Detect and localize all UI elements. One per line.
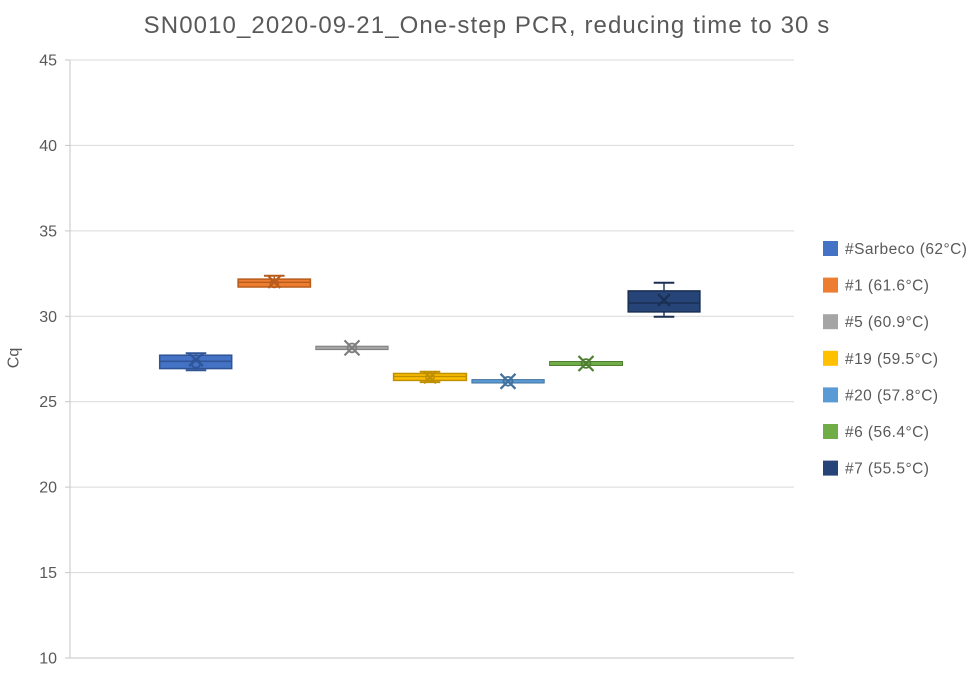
svg-text:#5 (60.9°C): #5 (60.9°C) [845, 314, 929, 331]
svg-text:20: 20 [39, 480, 57, 497]
svg-text:30: 30 [39, 309, 57, 326]
svg-text:35: 35 [39, 223, 57, 240]
svg-text:#7 (55.5°C): #7 (55.5°C) [845, 461, 929, 478]
svg-text:40: 40 [39, 138, 57, 155]
svg-text:15: 15 [39, 565, 57, 582]
svg-text:#6 (56.4°C): #6 (56.4°C) [845, 424, 929, 441]
svg-text:45: 45 [39, 53, 57, 70]
svg-text:Cq: Cq [6, 348, 23, 368]
svg-text:#20 (57.8°C): #20 (57.8°C) [845, 387, 938, 404]
svg-text:25: 25 [39, 394, 57, 411]
svg-text:#1 (61.6°C): #1 (61.6°C) [845, 278, 929, 295]
svg-text:#19 (59.5°C): #19 (59.5°C) [845, 351, 938, 368]
svg-text:SN0010_2020-09-21_One-step PCR: SN0010_2020-09-21_One-step PCR, reducing… [144, 12, 831, 39]
svg-text:#Sarbeco (62°C): #Sarbeco (62°C) [845, 241, 967, 258]
svg-text:10: 10 [39, 651, 57, 668]
